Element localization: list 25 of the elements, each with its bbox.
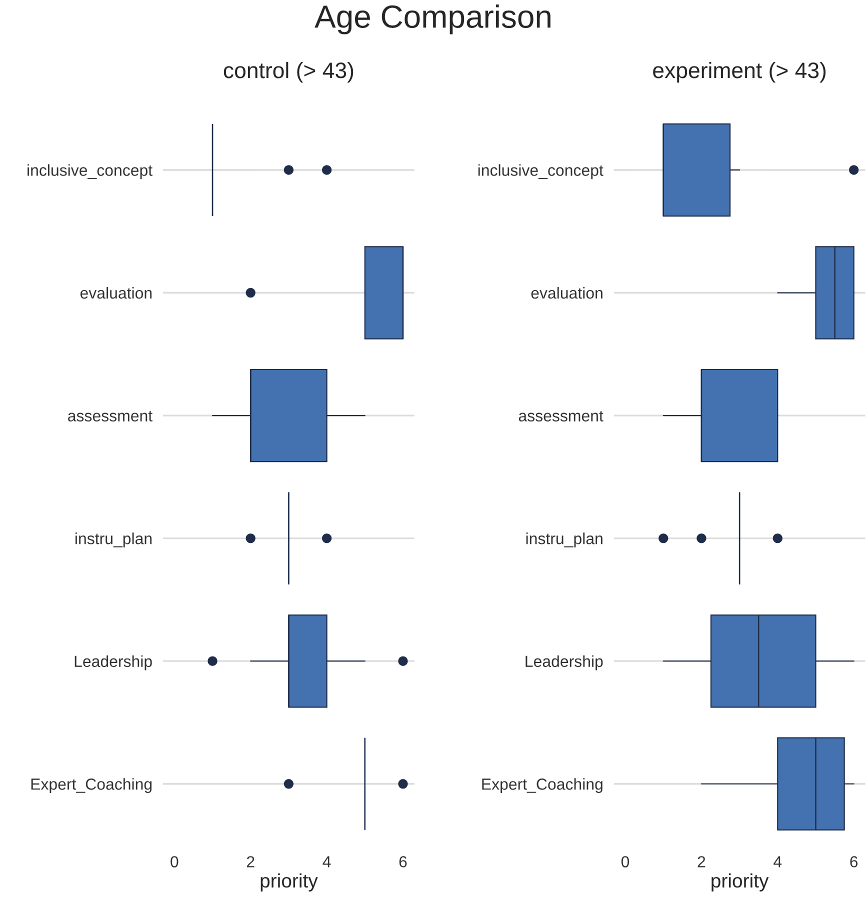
y-tick-label: Expert_Coaching: [31, 778, 152, 793]
chart-title: Age Comparison: [314, 4, 550, 34]
y-tick-label: Expert_Coaching: [482, 778, 602, 793]
x-tick-label: 4: [322, 856, 331, 868]
y-tick-label: evaluation: [531, 286, 602, 299]
x-tick-label: 2: [246, 856, 254, 868]
y-tick-label: Leadership: [526, 655, 603, 670]
x-tick-label: 0: [621, 856, 630, 868]
chart-subtitle: experiment (> 43): [653, 62, 826, 83]
x-axis-title: priority: [260, 873, 318, 892]
y-tick-label: evaluation: [80, 286, 152, 299]
y-tick-label: inclusive_concept: [28, 164, 152, 180]
y-tick-label: inclusive_concept: [478, 164, 604, 180]
y-tick-label: instru_plan: [526, 532, 602, 548]
x-tick-label: 0: [170, 856, 178, 868]
x-tick-label: 4: [774, 856, 782, 868]
y-tick-label: assessment: [68, 411, 152, 422]
x-tick-label: 6: [399, 856, 407, 868]
y-tick-label: instru_plan: [76, 532, 152, 548]
x-tick-label: 2: [698, 856, 706, 868]
y-tick-label: assessment: [518, 411, 604, 422]
x-tick-label: 6: [850, 856, 858, 868]
x-axis-title: priority: [712, 873, 769, 892]
chart-subtitle: control (> 43): [224, 62, 354, 83]
y-tick-label: Leadership: [74, 655, 152, 670]
